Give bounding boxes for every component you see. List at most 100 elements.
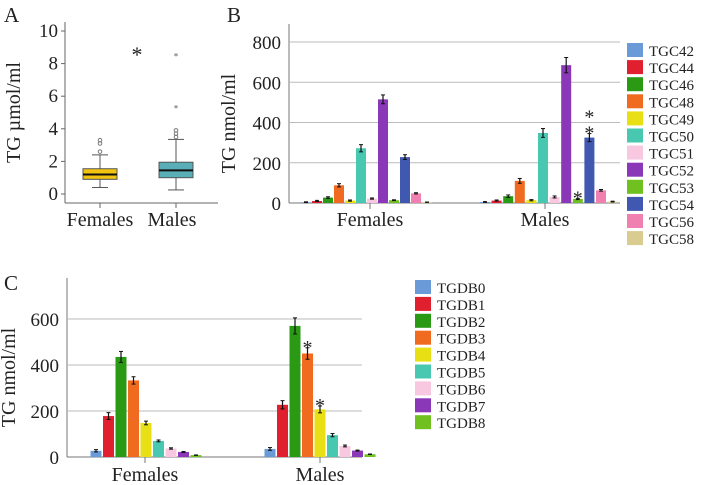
x-tick-label: Females (337, 209, 404, 231)
bar-tgc48 (514, 180, 525, 203)
y-tick-label: 600 (31, 310, 60, 331)
significance-marker: * (315, 395, 325, 417)
bar-tgdb5 (153, 440, 164, 457)
legend-swatch (415, 296, 431, 311)
y-tick-label: 0 (49, 184, 59, 205)
significance-star: * (573, 187, 583, 209)
y-tick-label: 400 (253, 114, 282, 135)
bar-tgc54 (400, 157, 410, 203)
outlier (97, 149, 103, 154)
bar-tgc48 (334, 185, 344, 203)
legend-label: TGC56 (649, 215, 695, 231)
panel-label: C (4, 271, 18, 295)
x-tick-label: Males (148, 209, 197, 231)
legend-swatch (627, 162, 643, 177)
legend-swatch (415, 347, 431, 362)
legend-swatch (415, 313, 431, 328)
y-tick-label: 600 (253, 73, 282, 94)
significance-marker: * (573, 187, 583, 209)
y-tick-label: 200 (253, 154, 282, 175)
bar-tgc46 (503, 196, 514, 203)
legend-swatch (415, 330, 431, 345)
legend-label: TGC50 (649, 130, 694, 146)
bar-tgdb2 (115, 356, 127, 457)
bar-tgdb7 (352, 450, 363, 457)
legend-label: TGDB3 (437, 332, 485, 348)
outlier (97, 137, 103, 143)
bar-tgdb4 (314, 409, 326, 457)
y-tick-label: 0 (272, 194, 282, 215)
panel-label: B (227, 3, 241, 27)
legend-label: TGDB5 (437, 366, 485, 382)
legend-label: TGDB7 (437, 399, 486, 415)
legend-label: TGC54 (649, 198, 695, 214)
bar-tgc51 (549, 196, 560, 203)
bar-tgc56 (411, 193, 421, 203)
bar-tgdb0 (264, 448, 276, 457)
legend-label: TGDB0 (437, 281, 485, 297)
legend-label: TGDB2 (437, 315, 485, 331)
bar-tgc54 (584, 137, 595, 203)
bar-tgc49 (345, 200, 355, 203)
legend-label: TGC46 (649, 78, 695, 94)
y-axis-label: TG µmol/ml (3, 62, 25, 163)
bar-tgdb5 (327, 435, 338, 457)
y-tick-label: 800 (253, 33, 282, 54)
bar-tgc44 (491, 200, 502, 203)
x-tick-label: Males (296, 464, 345, 485)
bar-tgdb3 (128, 380, 139, 457)
bar-tgdb3 (302, 353, 313, 457)
x-tick-label: Males (521, 209, 570, 231)
legend-label: TGDB8 (437, 416, 485, 432)
legend-swatch (627, 179, 643, 194)
legend-swatch (627, 60, 643, 75)
legend-label: TGDB6 (437, 382, 486, 398)
bar-tgdb1 (103, 416, 114, 457)
y-tick-label: 10 (39, 21, 58, 42)
significance-star: * (303, 337, 313, 359)
bar-tgdb4 (140, 422, 152, 457)
bar-tgc52 (561, 65, 572, 203)
y-tick-label: 200 (31, 402, 60, 423)
legend-label: TGC48 (649, 95, 694, 111)
legend-swatch (627, 214, 643, 228)
legend-swatch (415, 415, 431, 430)
bar-tgdb1 (277, 404, 288, 457)
bar-tgc56 (596, 190, 606, 203)
y-tick-label: 8 (49, 54, 59, 75)
legend-swatch (627, 111, 643, 126)
y-tick-label: 400 (31, 356, 60, 377)
y-axis-label: TG nmol/ml (0, 327, 20, 427)
extreme-marker: * (174, 51, 179, 61)
x-tick-label: Females (112, 464, 179, 485)
legend-swatch (627, 94, 643, 109)
significance-marker: * (303, 337, 313, 359)
legend-label: TGC52 (649, 164, 694, 180)
bar-tgdb8 (364, 454, 376, 457)
legend-label: TGC44 (649, 61, 695, 77)
bar-tgdb7 (178, 451, 189, 457)
significance-star: * (584, 107, 594, 129)
legend-swatch (627, 43, 643, 57)
legend-label: TGDB1 (437, 298, 485, 314)
bar-tgc46 (323, 197, 333, 203)
bar-tgdb0 (90, 450, 102, 457)
significance-marker: * (132, 42, 143, 67)
significance-star: * (584, 123, 594, 145)
legend-label: TGC53 (649, 181, 694, 197)
legend-swatch (627, 128, 643, 143)
bar-tgc50 (538, 132, 548, 203)
legend-swatch (415, 381, 431, 396)
significance-star: * (315, 395, 325, 417)
legend-swatch (627, 145, 643, 160)
legend-label: TGC51 (649, 147, 694, 163)
y-axis-label: TG nmol/ml (218, 73, 240, 173)
y-tick-label: 2 (49, 151, 59, 172)
bar-tgdb6 (339, 445, 351, 457)
y-tick-label: 0 (50, 448, 60, 469)
bar-tgc51 (367, 198, 377, 203)
outlier (173, 128, 179, 133)
bar-tgc49 (526, 200, 537, 203)
bar-tgdb2 (289, 325, 301, 457)
